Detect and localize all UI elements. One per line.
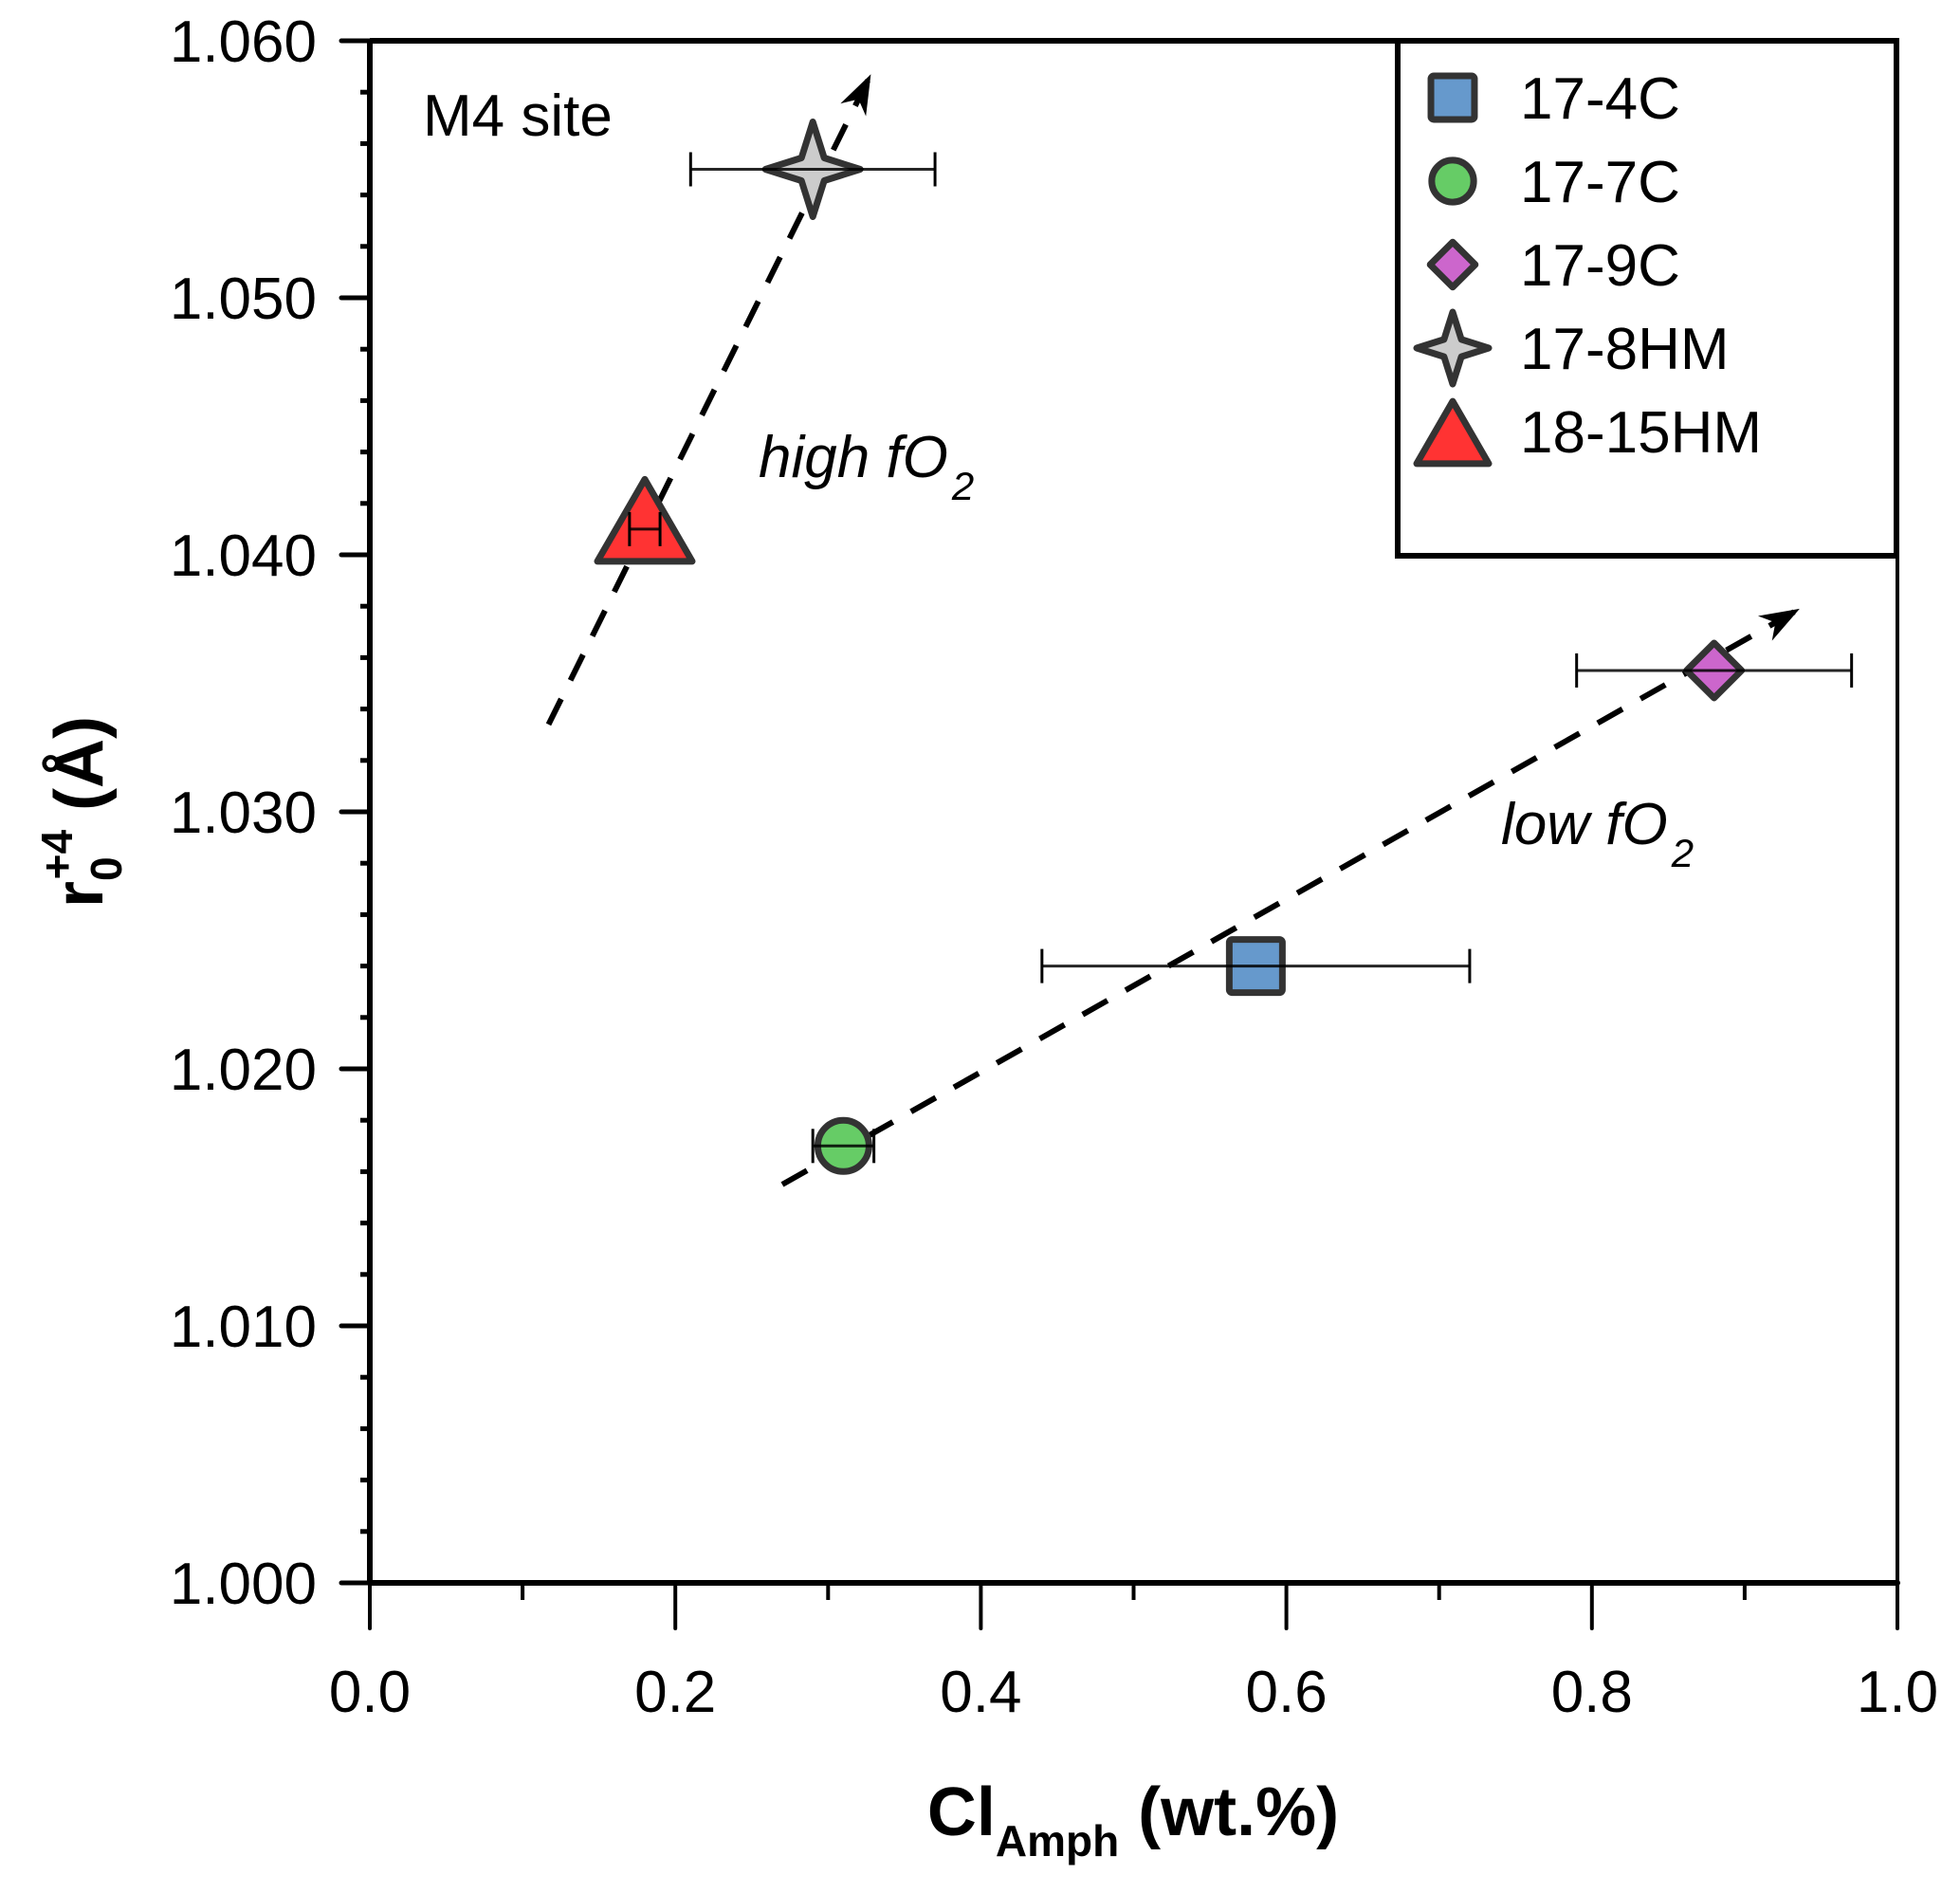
axes: 0.0 0.2 0.4 0.6 0.8 1.0 1.000 1.010 1.020 1.030 1.…: [170, 9, 1938, 1725]
data-point-group: [1575, 639, 1854, 702]
x-tick-label: 0.4: [940, 1660, 1021, 1725]
data-point: [594, 475, 696, 565]
y-tick-label: 1.020: [170, 1038, 317, 1103]
x-axis-title-main: Cl: [927, 1774, 996, 1850]
legend-box: [1395, 38, 1899, 559]
arrowhead-icon: [840, 74, 871, 117]
data-points: [594, 119, 1854, 1175]
y-axis-title-sup: +4: [32, 830, 82, 880]
plot-annotation: M4 site: [423, 83, 613, 149]
data-point-group: [688, 119, 937, 220]
x-tick-label: 1.0: [1857, 1660, 1938, 1725]
legend-marker-icon: [1426, 238, 1479, 291]
trend-label-main: high fO: [759, 425, 948, 490]
x-tick-label: 0.8: [1551, 1660, 1633, 1725]
legend-item: 17-9C: [1426, 233, 1680, 299]
y-tick-label: 1.040: [170, 524, 317, 589]
y-axis-title: r0+4 (Å): [32, 716, 131, 908]
legend-marker-icon: [1413, 308, 1493, 388]
arrowhead-icon: [1757, 608, 1800, 641]
legend-label: 17-4C: [1520, 66, 1680, 132]
x-tick-label: 0.2: [634, 1660, 716, 1725]
legend-item: 17-8HM: [1413, 308, 1730, 388]
legend-item: 17-4C: [1427, 66, 1680, 132]
y-axis-title-sub: 0: [82, 856, 131, 881]
legend-marker-icon: [1413, 397, 1493, 468]
y-tick-label: 1.060: [170, 9, 317, 75]
x-tick-label: 0.6: [1245, 1660, 1327, 1725]
legend: 17-4C 17-7C 17-9C 17-8HM 18-15HM: [1395, 38, 1899, 559]
data-point-group: [1040, 936, 1472, 997]
data-point-group: [594, 475, 696, 565]
y-tick-label: 1.000: [170, 1552, 317, 1617]
legend-label: 17-7C: [1520, 150, 1680, 215]
x-axis-title-sub: Amph: [996, 1816, 1119, 1865]
trend-arrow-line: [780, 606, 1802, 1187]
y-axis-title-main: r: [42, 881, 118, 908]
y-tick-label: 1.050: [170, 266, 317, 332]
legend-label: 17-8HM: [1520, 317, 1730, 382]
y-tick-label: 1.030: [170, 781, 317, 846]
trend-label-main: low fO: [1501, 792, 1668, 857]
x-axis-title-unit: (wt.%): [1119, 1774, 1339, 1850]
data-point-group: [811, 1116, 876, 1175]
trend-label: low fO2: [1501, 792, 1694, 875]
x-tick-label: 0.0: [329, 1660, 411, 1725]
trend-label-sub: 2: [951, 464, 974, 508]
trend-label: high fO2: [759, 425, 974, 508]
legend-marker-icon: [1427, 72, 1478, 123]
legend-item: 18-15HM: [1413, 397, 1762, 468]
legend-label: 18-15HM: [1520, 400, 1762, 466]
legend-marker-icon: [1428, 156, 1477, 206]
y-tick-label: 1.010: [170, 1295, 317, 1360]
y-axis-title-unit: (Å): [42, 716, 118, 830]
trend-label-sub: 2: [1671, 831, 1694, 875]
x-axis-title: ClAmph (wt.%): [927, 1774, 1339, 1865]
legend-label: 17-9C: [1520, 233, 1680, 299]
legend-item: 17-7C: [1428, 150, 1680, 215]
